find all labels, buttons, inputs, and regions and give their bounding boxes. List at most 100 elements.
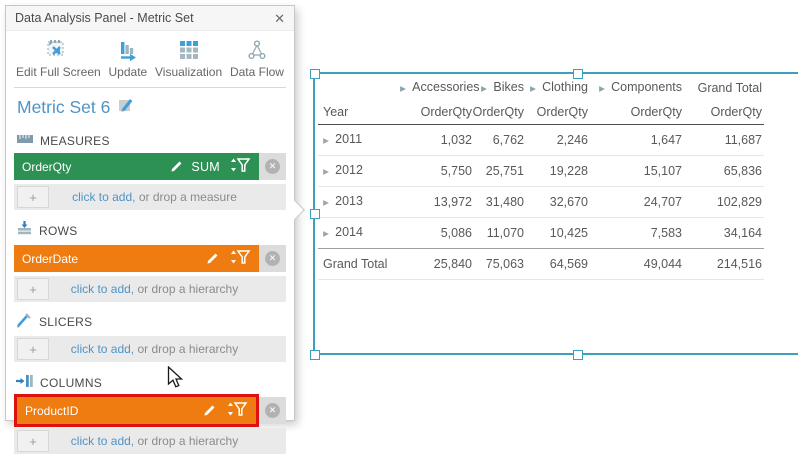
expand-icon[interactable]: ▶ (400, 84, 407, 93)
measures-icon (16, 133, 34, 148)
measure-header: OrderQty (420, 105, 472, 119)
plus-icon[interactable]: + (17, 186, 49, 208)
remove-measure-button[interactable]: ✕ (259, 153, 286, 180)
row-label: 2014 (335, 225, 363, 239)
plus-icon[interactable]: + (17, 430, 49, 452)
pivot-table-widget[interactable]: ▶ Accessories ▶ Bikes ▶ Clothing ▶ Component… (313, 72, 798, 355)
visualization-label: Visualization (155, 65, 223, 79)
sort-filter-icon[interactable] (227, 157, 251, 176)
table-cell: 102,829 (716, 195, 762, 209)
expand-icon[interactable]: ▶ (323, 136, 330, 145)
table-cell: 1,647 (650, 133, 682, 147)
pencil-icon[interactable] (206, 251, 220, 267)
row-orderdate[interactable]: OrderDate (14, 245, 259, 272)
add-slicer-row[interactable]: + click to add, or drop a hierarchy (14, 336, 286, 362)
table-cell: 64,569 (549, 257, 588, 271)
measure-header: OrderQty (710, 105, 762, 119)
data-analysis-panel: Data Analysis Panel - Metric Set ✕ Edit … (5, 5, 295, 454)
edit-full-screen-button[interactable]: Edit Full Screen (16, 38, 101, 79)
update-icon (117, 38, 139, 62)
expand-icon[interactable]: ▶ (323, 198, 330, 207)
resize-handle-left-middle[interactable] (310, 209, 320, 219)
remove-row-button[interactable]: ✕ (259, 245, 286, 272)
visualization-button[interactable]: Visualization (155, 38, 222, 79)
rows-label: ROWS (39, 223, 78, 238)
table-cell: 10,425 (549, 226, 588, 240)
table-cell: 214,516 (716, 257, 762, 271)
remove-column-button[interactable]: ✕ (259, 397, 286, 424)
pencil-icon[interactable] (203, 403, 217, 419)
resize-handle-bottom-left[interactable] (310, 350, 320, 360)
metric-set-name: Metric Set 6 (17, 96, 111, 117)
expand-icon[interactable]: ▶ (530, 84, 536, 93)
columns-label: COLUMNS (40, 375, 103, 390)
table-cell: 13,972 (433, 195, 472, 209)
expand-icon[interactable]: ▶ (323, 229, 330, 238)
table-cell: 7,583 (650, 226, 682, 240)
table-cell: 11,070 (486, 226, 524, 240)
sort-filter-icon[interactable] (224, 401, 248, 420)
plus-icon[interactable]: + (17, 278, 49, 300)
plus-icon[interactable]: + (17, 338, 49, 360)
columns-icon (16, 373, 34, 392)
column-group-header-row: ▶ Accessories ▶ Bikes ▶ Clothing ▶ Component… (318, 76, 764, 100)
table-cell: 31,480 (485, 195, 524, 209)
pencil-icon[interactable] (170, 159, 184, 175)
measure-orderqty[interactable]: OrderQty SUM (14, 153, 259, 180)
table-cell: 19,228 (549, 164, 588, 178)
remove-icon: ✕ (265, 403, 280, 418)
row-label: 2012 (335, 163, 363, 177)
click-to-add-link[interactable]: click to add, (72, 190, 136, 204)
remove-icon: ✕ (265, 251, 280, 266)
update-label: Update (108, 65, 148, 79)
edit-metric-set-icon[interactable] (117, 96, 134, 118)
add-slicer-hint: click to add, or drop a hierarchy (70, 342, 239, 356)
expand-icon[interactable]: ▶ (481, 84, 488, 93)
table-cell: 6,762 (492, 133, 524, 147)
table-row-2011[interactable]: ▶ 2011 1,032 6,762 2,246 1,647 11,687 (318, 125, 764, 156)
rows-icon (16, 221, 33, 240)
column-group-bikes[interactable]: ▶ Bikes (472, 75, 524, 101)
resize-handle-bottom-middle[interactable] (573, 350, 583, 360)
sort-filter-icon[interactable] (227, 249, 251, 268)
data-flow-button[interactable]: Data Flow (230, 38, 284, 79)
panel-title: Data Analysis Panel - Metric Set (15, 11, 194, 25)
click-to-add-link[interactable]: click to add, (70, 434, 135, 448)
panel-titlebar[interactable]: Data Analysis Panel - Metric Set ✕ (6, 6, 294, 31)
add-column-row[interactable]: + click to add, or drop a hierarchy (14, 428, 286, 454)
remove-icon: ✕ (265, 159, 280, 174)
update-button[interactable]: Update (108, 38, 148, 79)
table-cell: 34,164 (723, 226, 762, 240)
table-cell: 5,086 (440, 226, 472, 240)
add-measure-row[interactable]: + click to add, or drop a measure (14, 184, 286, 210)
column-group-clothing[interactable]: ▶ Clothing (524, 75, 588, 101)
expand-icon[interactable]: ▶ (323, 167, 330, 176)
slicers-section: SLICERS + click to add, or drop a hierar… (6, 304, 294, 364)
add-measure-hint: click to add, or drop a measure (72, 190, 237, 204)
resize-handle-top-left[interactable] (310, 69, 320, 79)
table-row-2013[interactable]: ▶ 2013 13,972 31,480 32,670 24,707 102,82… (318, 187, 764, 218)
measure-header-row: Year OrderQty OrderQty OrderQty OrderQty… (318, 100, 764, 125)
column-group-grand-total: Grand Total (697, 81, 762, 95)
table-cell: 2,246 (556, 133, 588, 147)
add-column-hint: click to add, or drop a hierarchy (70, 434, 239, 448)
column-productid[interactable]: ProductID (17, 397, 256, 424)
column-group-accessories[interactable]: ▶ Accessories (400, 75, 479, 101)
table-cell: 15,107 (643, 164, 682, 178)
expand-icon[interactable]: ▶ (599, 84, 605, 93)
close-icon[interactable]: ✕ (274, 10, 285, 26)
row-label: 2013 (335, 194, 363, 208)
table-cell: 24,707 (643, 195, 682, 209)
column-group-components[interactable]: ▶ Components (588, 75, 682, 101)
slicers-icon (16, 313, 33, 331)
measures-section: MEASURES OrderQty SUM ✕ + (6, 124, 294, 212)
add-row-hierarchy-row[interactable]: + click to add, or drop a hierarchy (14, 276, 286, 302)
click-to-add-link[interactable]: click to add, (70, 282, 135, 296)
resize-handle-top-middle[interactable] (573, 69, 583, 79)
visualization-icon (178, 38, 200, 62)
click-to-add-link[interactable]: click to add, (70, 342, 135, 356)
table-cell: 32,670 (549, 195, 588, 209)
table-row-2014[interactable]: ▶ 2014 5,086 11,070 10,425 7,583 34,164 (318, 218, 764, 248)
table-row-2012[interactable]: ▶ 2012 5,750 25,751 19,228 15,107 65,836 (318, 156, 764, 187)
measure-header: OrderQty (630, 105, 682, 119)
